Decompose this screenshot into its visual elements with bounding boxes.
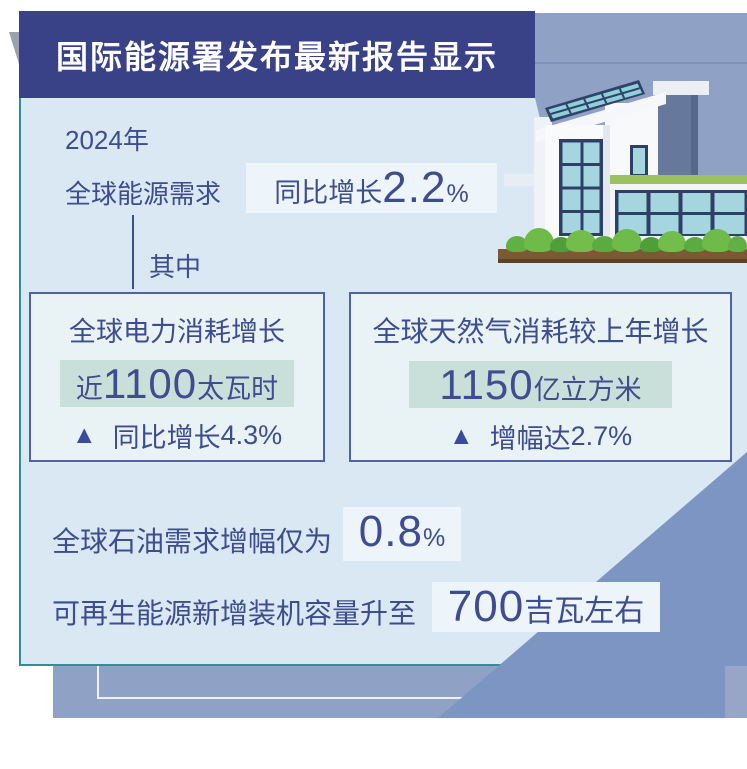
band-strip bbox=[725, 666, 747, 718]
trend-label: 增幅达 bbox=[489, 424, 571, 454]
stat-box-electricity: 全球电力消耗增长 近 1100 太瓦时 ▲ 同比增长 4.3% bbox=[29, 292, 325, 462]
renewables-value-highlight: 700 吉瓦左右 bbox=[432, 582, 660, 632]
stat-title: 全球天然气消耗较上年增长 bbox=[372, 316, 709, 347]
among-label: 其中 bbox=[149, 252, 202, 282]
tower-window bbox=[559, 139, 603, 236]
chimney-cap bbox=[653, 81, 709, 95]
oil-value: 0.8 bbox=[358, 507, 423, 556]
year-label: 2024年 bbox=[65, 125, 149, 155]
bush bbox=[728, 236, 747, 252]
bush bbox=[566, 230, 596, 252]
tower-shade bbox=[603, 125, 610, 262]
bush bbox=[612, 229, 642, 252]
door-glass bbox=[633, 148, 645, 174]
banner-title: 国际能源署发布最新报告显示 bbox=[55, 38, 498, 75]
trend-value: 2.7% bbox=[570, 421, 633, 451]
up-triangle-icon: ▲ bbox=[448, 422, 474, 450]
banner-fold-shadow bbox=[9, 32, 19, 64]
bush bbox=[506, 236, 528, 252]
bush bbox=[702, 229, 732, 252]
up-triangle-icon: ▲ bbox=[71, 421, 97, 449]
oil-value-highlight: 0.8 % bbox=[343, 507, 461, 561]
value-unit: 亿立方米 bbox=[533, 375, 642, 405]
panel-seam-line bbox=[535, 62, 747, 64]
oil-row-label: 全球石油需求增幅仅为 bbox=[52, 526, 333, 557]
bush bbox=[640, 237, 662, 252]
connector-line bbox=[132, 215, 134, 289]
green-roof bbox=[605, 175, 747, 184]
bush bbox=[684, 237, 706, 252]
window-band bbox=[615, 190, 747, 236]
solar-panel bbox=[545, 80, 645, 122]
title-banner: 国际能源署发布最新报告显示 bbox=[19, 11, 535, 98]
value-prefix: 近 bbox=[75, 374, 103, 404]
trend-row: ▲ 增幅达 2.7% bbox=[449, 417, 632, 456]
building-ledge bbox=[504, 174, 534, 186]
value: 1150 bbox=[439, 361, 534, 408]
growth-label: 同比增长 bbox=[274, 178, 383, 208]
demand-growth-highlight: 同比增长 2.2 % bbox=[246, 163, 497, 213]
chimney-shade bbox=[691, 95, 698, 191]
value: 1100 bbox=[102, 360, 198, 407]
renewables-row-label: 可再生能源新增装机容量升至 bbox=[52, 598, 417, 629]
renewables-value: 700 bbox=[447, 582, 525, 631]
value-highlight: 1150 亿立方米 bbox=[409, 361, 672, 408]
stat-title: 全球电力消耗增长 bbox=[69, 317, 285, 347]
bush bbox=[592, 236, 616, 252]
bush bbox=[658, 231, 686, 252]
trend-label: 同比增长 bbox=[112, 423, 221, 453]
renewables-unit: 吉瓦左右 bbox=[524, 595, 645, 628]
building-illustration bbox=[504, 80, 747, 262]
trend-row: ▲ 同比增长 4.3% bbox=[72, 416, 282, 455]
growth-value: 2.2 bbox=[382, 163, 447, 212]
stat-box-gas: 全球天然气消耗较上年增长 1150 亿立方米 ▲ 增幅达 2.7% bbox=[349, 292, 732, 462]
bush bbox=[524, 228, 554, 252]
value-unit: 太瓦时 bbox=[197, 374, 279, 404]
ground-strip bbox=[498, 249, 747, 263]
demand-label: 全球能源需求 bbox=[65, 179, 222, 209]
trend-value: 4.3% bbox=[220, 420, 283, 450]
growth-unit: % bbox=[446, 180, 469, 208]
oil-unit: % bbox=[422, 524, 446, 552]
value-highlight: 近 1100 太瓦时 bbox=[59, 360, 295, 407]
